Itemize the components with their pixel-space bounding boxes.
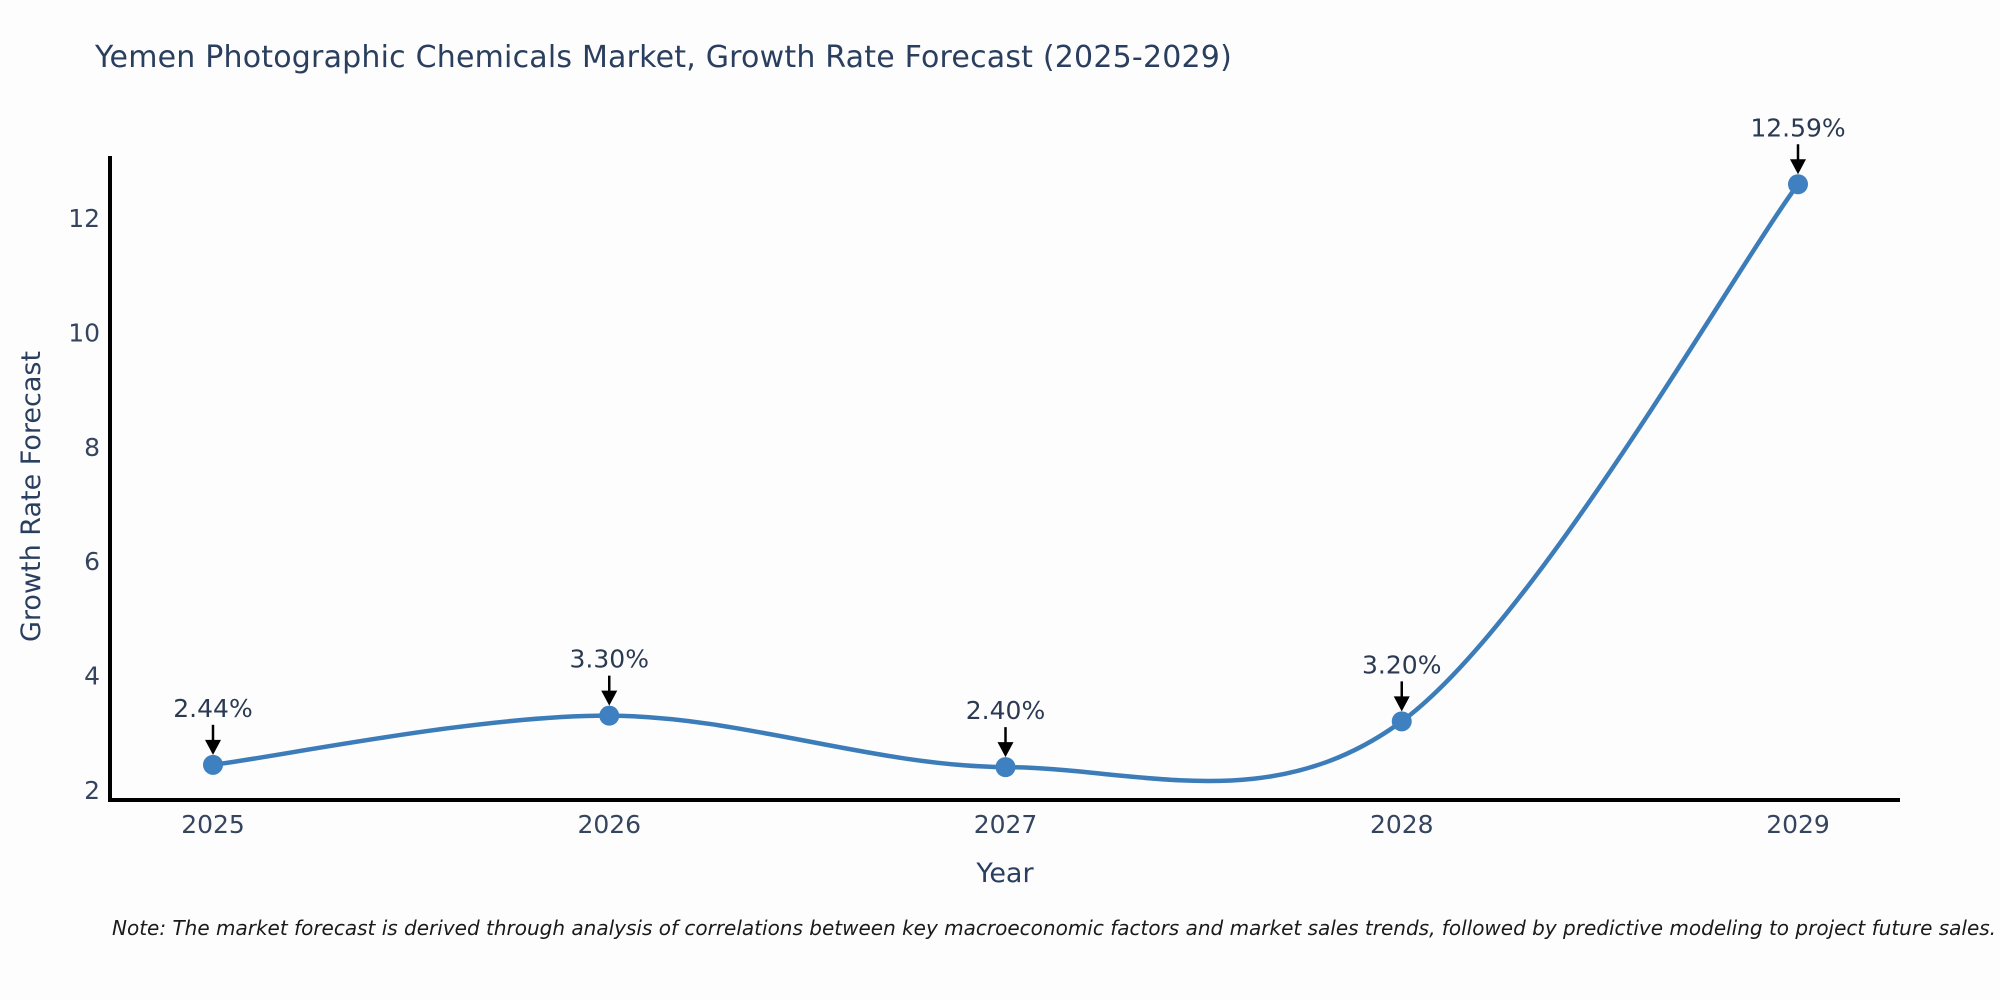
annotation-label: 2.40% — [966, 696, 1045, 725]
data-point — [995, 757, 1016, 778]
y-tick-label: 4 — [84, 662, 100, 691]
data-point — [1391, 711, 1412, 732]
x-tick-label: 2027 — [974, 810, 1038, 839]
x-tick-label: 2026 — [577, 810, 641, 839]
annotation-arrowhead — [1393, 696, 1410, 712]
annotation-label: 2.44% — [173, 694, 252, 723]
x-tick-label: 2029 — [1766, 810, 1830, 839]
annotation-label: 3.30% — [570, 645, 649, 674]
axis-lines — [108, 156, 1900, 802]
x-tick-label: 2025 — [181, 810, 245, 839]
y-tick-label: 2 — [84, 776, 100, 805]
x-axis-title: Year — [976, 858, 1034, 889]
chart-title: Yemen Photographic Chemicals Market, Gro… — [95, 40, 1232, 75]
annotation-arrowhead — [601, 690, 618, 706]
annotation-label: 3.20% — [1362, 650, 1441, 679]
data-point — [203, 754, 223, 775]
y-tick-label: 6 — [84, 547, 100, 576]
footnote: Note: The market forecast is derived thr… — [112, 916, 1997, 940]
y-tick-label: 8 — [84, 433, 100, 462]
data-point — [1788, 174, 1808, 195]
annotation-arrowhead — [205, 739, 221, 755]
annotation-arrowhead — [1790, 159, 1806, 175]
annotation-label: 12.59% — [1750, 113, 1845, 142]
annotation-arrowhead — [997, 742, 1014, 758]
data-point — [599, 705, 620, 726]
x-tick-label: 2028 — [1370, 810, 1434, 839]
forecast-line — [210, 182, 1801, 784]
y-tick-label: 12 — [68, 204, 100, 233]
y-tick-label: 10 — [68, 318, 100, 347]
